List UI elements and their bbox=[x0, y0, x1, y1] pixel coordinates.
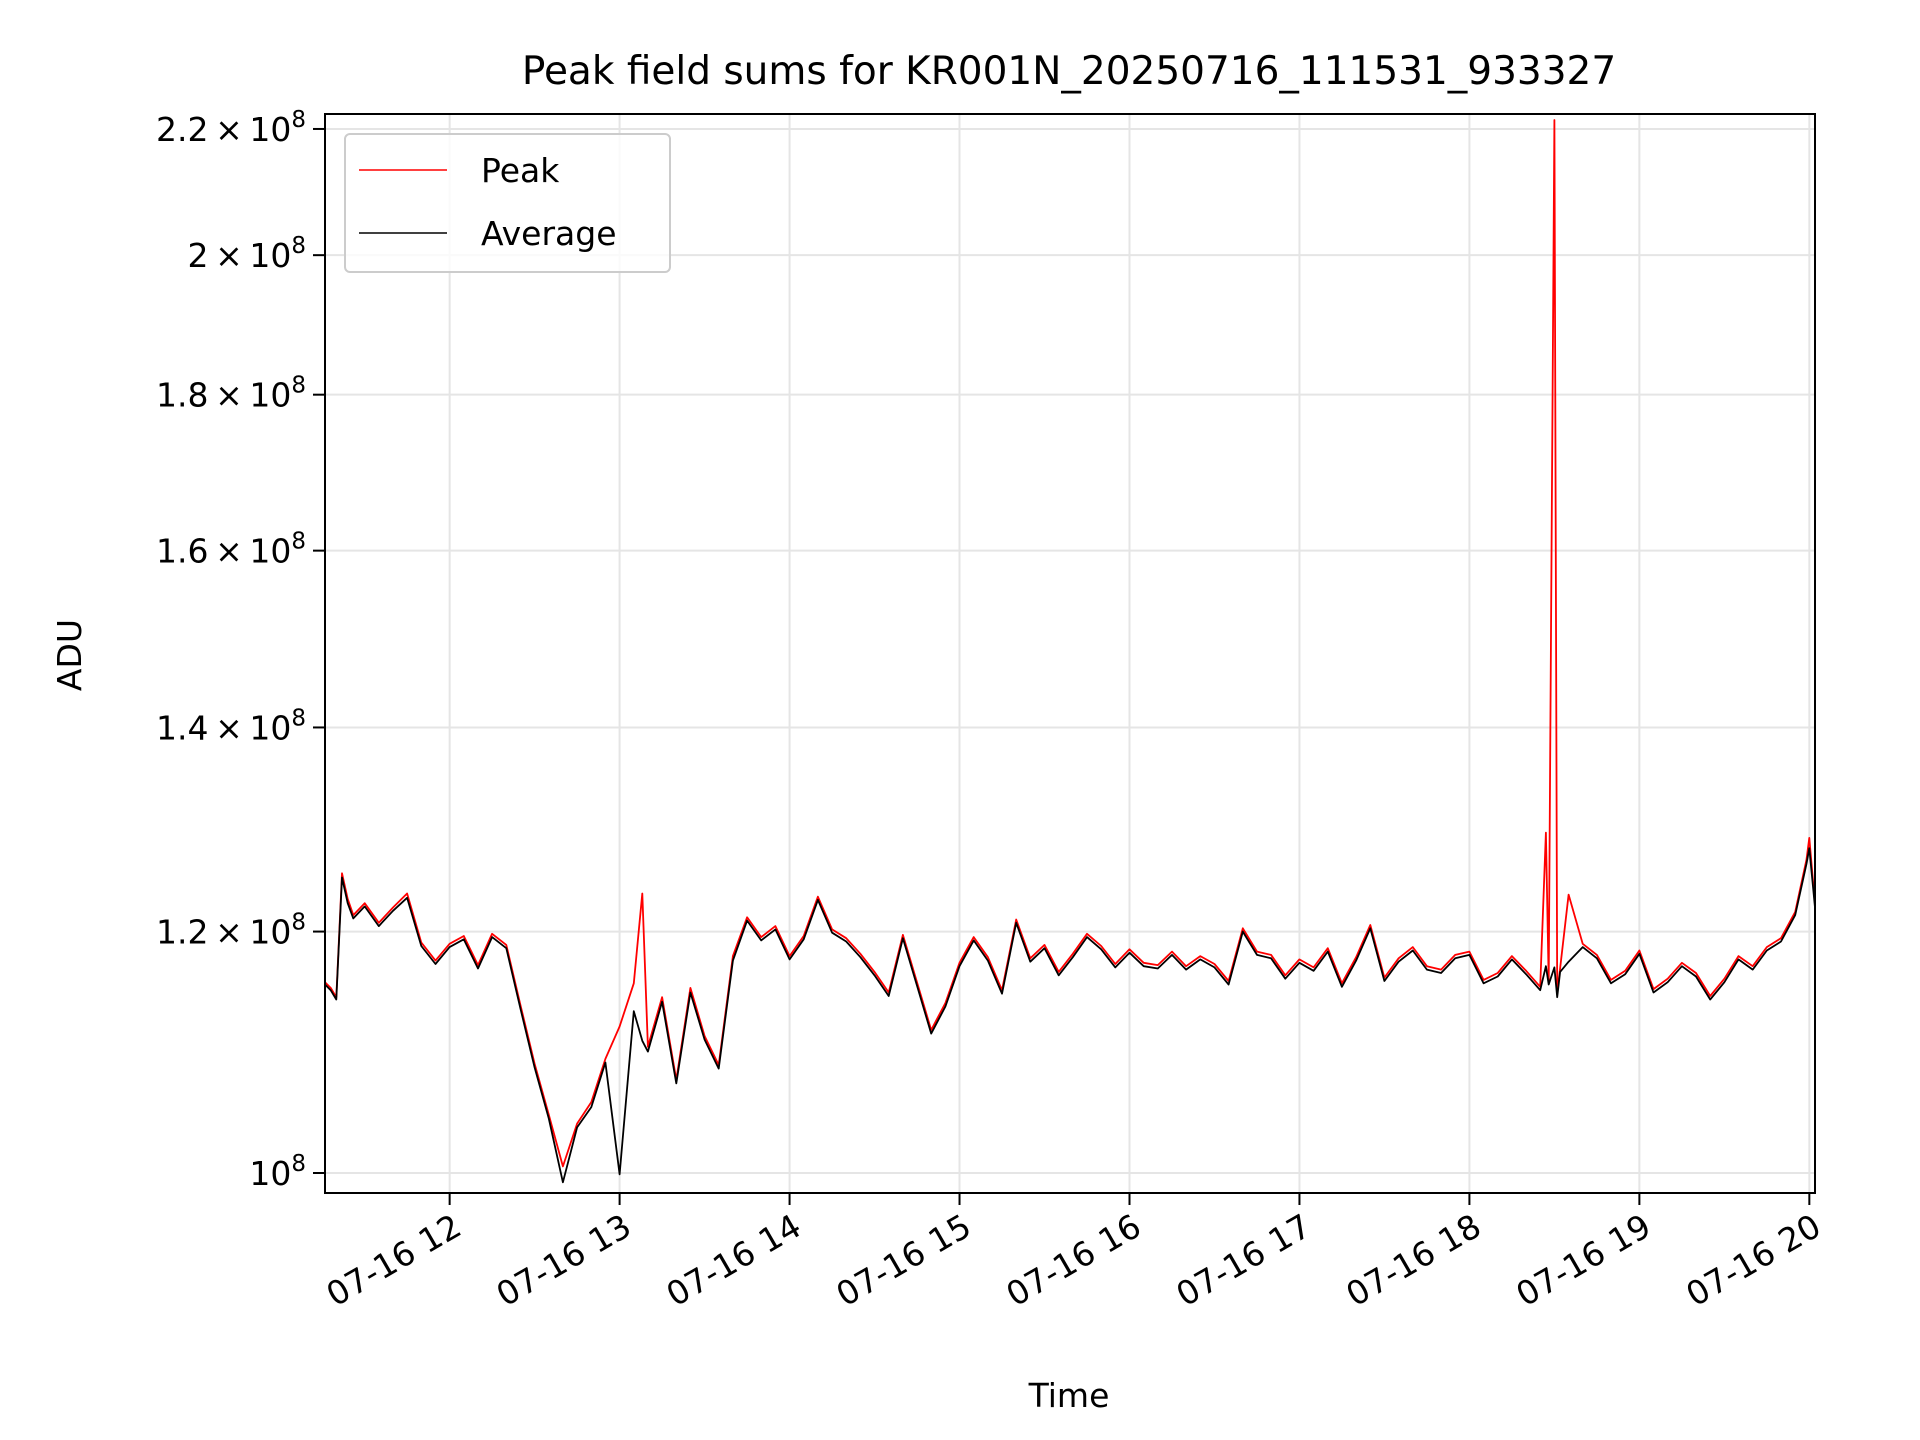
chart-title: Peak field sums for KR001N_20250716_1115… bbox=[522, 49, 1616, 94]
series-lines bbox=[325, 119, 1815, 1184]
legend-label-average: Average bbox=[481, 214, 617, 253]
legend-frame bbox=[344, 133, 671, 273]
legend-label-peak: Peak bbox=[481, 151, 560, 190]
series-line-average bbox=[325, 847, 1815, 1184]
x-axis-label: Time bbox=[1028, 1376, 1110, 1415]
y-axis-label: ADU bbox=[50, 619, 89, 691]
grid bbox=[325, 114, 1815, 1193]
legend: Peak Average bbox=[344, 133, 671, 273]
y-tick-label: 2 × 108 bbox=[188, 233, 306, 275]
y-tick-label: 1.2 × 108 bbox=[156, 910, 306, 952]
y-tick-label: 1.4 × 108 bbox=[156, 705, 306, 747]
plot-frame bbox=[324, 113, 1816, 1194]
series-line-peak bbox=[325, 119, 1815, 1168]
y-tick-label: 1.8 × 108 bbox=[156, 373, 306, 415]
y-tick-label: 1.6 × 108 bbox=[156, 529, 306, 571]
y-tick-label: 108 bbox=[249, 1151, 306, 1193]
y-tick-label: 2.2 × 108 bbox=[156, 107, 306, 149]
